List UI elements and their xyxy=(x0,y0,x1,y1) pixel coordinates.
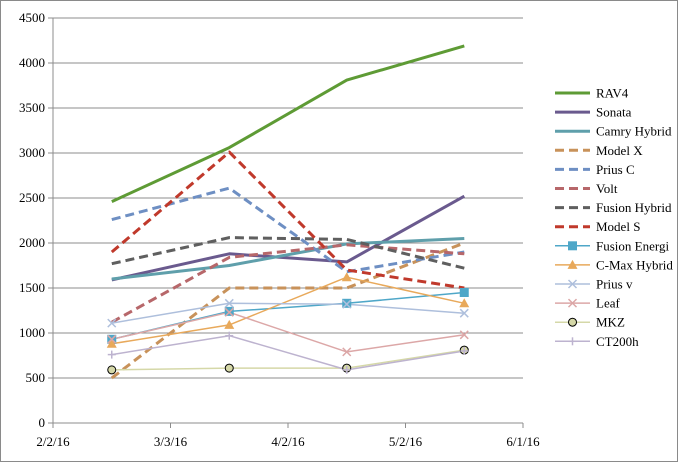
legend-marker xyxy=(568,317,577,327)
legend-label: Prius v xyxy=(596,277,633,292)
y-tick-label: 1500 xyxy=(19,280,45,295)
legend-item-fusion-energi: Fusion Energi xyxy=(555,238,669,253)
legend-label: Model X xyxy=(596,143,643,158)
y-tick-label: 2500 xyxy=(19,190,45,205)
data-point-c-max-hybrid xyxy=(106,338,117,348)
y-tick-label: 4000 xyxy=(19,55,45,70)
series-line-c-max-hybrid xyxy=(111,276,465,345)
legend-label: Fusion Hybrid xyxy=(596,200,672,215)
series-line-model-x xyxy=(110,241,465,380)
y-tick-label: 3000 xyxy=(19,145,45,160)
series-line-prius-v xyxy=(111,302,465,324)
data-point-leaf xyxy=(342,347,352,357)
legend-item-prius-c: Prius C xyxy=(555,162,635,177)
legend-item-ct200h: CT200h xyxy=(555,334,639,349)
x-tick-label: 5/2/16 xyxy=(389,434,423,449)
legend-label: CT200h xyxy=(596,334,639,349)
series-lines xyxy=(110,44,466,380)
legend-label: Leaf xyxy=(596,296,620,311)
data-point-prius-v xyxy=(342,299,352,309)
data-point-mkz xyxy=(224,363,234,373)
data-point-prius-v xyxy=(107,318,117,328)
legend-item-model-x: Model X xyxy=(555,143,643,158)
legend-item-camry-hybrid: Camry Hybrid xyxy=(555,124,672,139)
data-point-mkz xyxy=(107,365,117,375)
y-tick-label: 2000 xyxy=(19,235,45,250)
legend-item-rav4: RAV4 xyxy=(555,86,629,101)
data-point-ct200h xyxy=(107,350,116,359)
legend-label: Prius C xyxy=(596,162,635,177)
axes: 0 500 1000 1500 2000 2500 3000 3500 4000 4500 2/2/… xyxy=(19,10,540,449)
legend-label: Camry Hybrid xyxy=(596,124,672,139)
legend-label: Fusion Energi xyxy=(596,238,669,253)
data-point-leaf xyxy=(459,330,469,340)
legend-item-fusion-hybrid: Fusion Hybrid xyxy=(555,200,672,215)
gridlines xyxy=(53,17,523,424)
data-point-leaf xyxy=(107,334,117,344)
legend-item-leaf: Leaf xyxy=(555,296,620,311)
series-line-model-s xyxy=(110,150,465,290)
data-point-leaf xyxy=(224,307,234,317)
series-line-fusion-hybrid xyxy=(111,236,465,270)
legend-marker xyxy=(567,298,578,308)
y-tick-label: 1000 xyxy=(19,325,45,340)
legend-item-prius-v: Prius v xyxy=(555,277,633,292)
data-point-ct200h xyxy=(342,365,351,374)
legend: RAV4 Sonata Camry Hybrid Model X Prius C Volt… xyxy=(555,86,673,349)
legend-label: C-Max Hybrid xyxy=(596,257,673,272)
legend-item-model-s: Model S xyxy=(555,219,640,234)
data-point-ct200h xyxy=(225,331,234,340)
x-tick-label: 4/2/16 xyxy=(271,434,305,449)
legend-label: Sonata xyxy=(596,105,632,120)
legend-marker xyxy=(567,259,578,269)
data-point-c-max-hybrid xyxy=(341,272,352,282)
series-line-volt xyxy=(111,243,465,324)
x-tick-label: 6/1/16 xyxy=(506,434,540,449)
legend-item-volt: Volt xyxy=(555,181,618,196)
legend-item-sonata: Sonata xyxy=(555,105,632,120)
series-markers xyxy=(106,272,470,375)
series-line-leaf xyxy=(111,311,465,353)
data-point-ct200h xyxy=(460,347,469,355)
data-point-c-max-hybrid xyxy=(224,319,235,329)
data-point-prius-v xyxy=(459,308,469,318)
series-line-rav4 xyxy=(111,44,465,203)
series-line-sonata xyxy=(111,194,466,282)
legend-item-c-max-hybrid: C-Max Hybrid xyxy=(555,257,673,272)
y-tick-label: 3500 xyxy=(19,100,45,115)
x-tick-label: 2/2/16 xyxy=(36,434,70,449)
legend-marker xyxy=(567,279,578,289)
data-point-prius-v xyxy=(224,298,234,308)
y-tick-label: 4500 xyxy=(19,10,45,25)
legend-label: Volt xyxy=(596,181,618,196)
series-line-ct200h xyxy=(111,334,465,371)
legend-label: RAV4 xyxy=(596,86,629,101)
data-point-fusion-energi xyxy=(459,288,469,297)
legend-item-mkz: MKZ xyxy=(555,315,625,330)
legend-marker xyxy=(568,241,577,251)
x-tick-label: 3/3/16 xyxy=(154,434,188,449)
y-tick-label: 500 xyxy=(26,370,46,385)
series-line-camry-hybrid xyxy=(111,237,465,281)
legend-marker xyxy=(568,337,577,346)
series-line-mkz xyxy=(111,349,465,371)
y-tick-label: 0 xyxy=(39,415,46,430)
data-point-c-max-hybrid xyxy=(459,298,470,308)
legend-label: MKZ xyxy=(596,315,625,330)
legend-label: Model S xyxy=(596,219,640,234)
